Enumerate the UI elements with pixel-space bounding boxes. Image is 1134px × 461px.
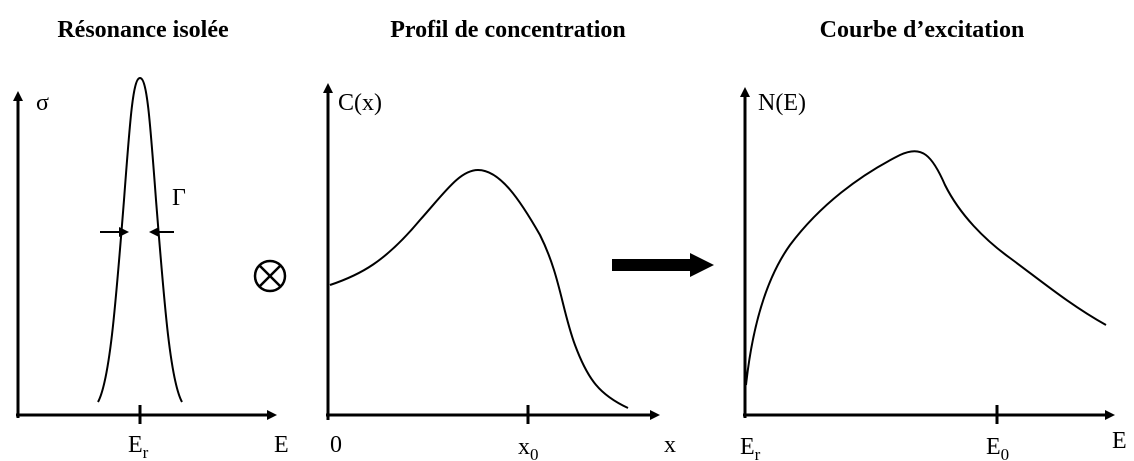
label-sub: r [143,443,149,461]
width-label: Γ [172,185,186,211]
concentration-curve [329,168,629,409]
excitation-curve [745,150,1107,386]
label-main: E [128,432,143,458]
x-label: E [1112,428,1127,454]
label-main: E [986,434,1001,460]
resonance-curve [97,76,183,403]
label-main: E [740,434,755,460]
origin-label: 0 [330,432,342,458]
panel-title: Profil de concentration [390,17,626,43]
y-label: σ [36,90,49,116]
label-sub: 0 [1001,445,1010,461]
x-tick-label: x0 [518,434,539,461]
panel-title: Courbe d’excitation [820,17,1025,43]
label-main: x [518,434,530,460]
x-label: E [274,432,289,458]
label-sub: 0 [530,445,539,461]
y-label: N(E) [758,90,806,116]
x-tick-label: E0 [986,434,1009,461]
panel-concentration: C(x) 0 x0 x [323,83,676,461]
x-label: x [664,432,676,458]
y-label: C(x) [338,90,382,116]
panel-excitation: N(E) Er E0 E [740,87,1127,461]
panel-title: Résonance isolée [57,17,229,43]
label-sub: r [755,445,761,461]
convolution-symbol [253,259,287,293]
x-tick-label: Er [128,432,149,461]
panel-resonance: Γ σ Er E [13,76,289,461]
origin-label: Er [740,434,761,461]
